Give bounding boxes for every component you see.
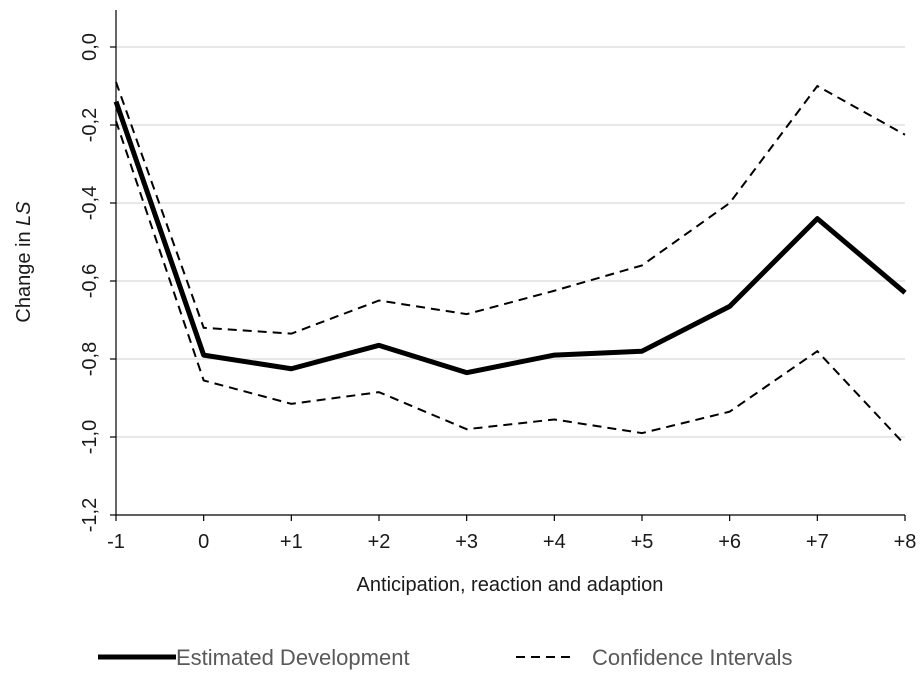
legend-label-confidence: Confidence Intervals bbox=[592, 645, 793, 670]
x-tick-label: +8 bbox=[894, 531, 917, 553]
legend: Estimated Development Confidence Interva… bbox=[98, 645, 793, 670]
confidence-upper-line bbox=[115, 81, 906, 335]
confidence-lower-line bbox=[115, 120, 906, 446]
x-tick-label: +2 bbox=[368, 531, 391, 553]
estimated-development-line bbox=[113, 100, 907, 376]
y-axis-title-prefix: Change in bbox=[13, 226, 35, 323]
x-tick-label: +4 bbox=[543, 531, 566, 553]
x-tick-label: +1 bbox=[280, 531, 303, 553]
series-layer bbox=[113, 81, 907, 446]
axes bbox=[115, 10, 905, 516]
x-tick-label: -1 bbox=[107, 531, 125, 553]
y-axis-title-italic: LS bbox=[13, 201, 35, 226]
y-tick-label: 0,0 bbox=[79, 33, 101, 61]
x-axis-title: Anticipation, reaction and adaption bbox=[357, 574, 664, 596]
y-tick-labels: 0,0 -0,2 -0,4 -0,6 -0,8 -1,0 -1,2 bbox=[79, 33, 116, 532]
y-tick-label: -0,8 bbox=[79, 342, 101, 376]
y-tick-label: -1,0 bbox=[79, 420, 101, 454]
y-axis-title: Change in LS bbox=[13, 201, 35, 323]
y-tick-label: -0,6 bbox=[79, 264, 101, 298]
y-tick-label: -0,4 bbox=[79, 186, 101, 220]
gridlines bbox=[116, 46, 905, 438]
x-tick-label: +7 bbox=[806, 531, 829, 553]
x-tick-labels: -1 0 +1 +2 +3 +4 +5 +6 +7 +8 bbox=[107, 515, 916, 553]
legend-label-estimated: Estimated Development bbox=[176, 645, 410, 670]
x-tick-label: +3 bbox=[455, 531, 478, 553]
x-tick-label: 0 bbox=[198, 531, 209, 553]
y-tick-label: -0,2 bbox=[79, 108, 101, 142]
x-tick-label: +5 bbox=[631, 531, 654, 553]
y-tick-label: -1,2 bbox=[79, 498, 101, 532]
x-tick-label: +6 bbox=[718, 531, 741, 553]
